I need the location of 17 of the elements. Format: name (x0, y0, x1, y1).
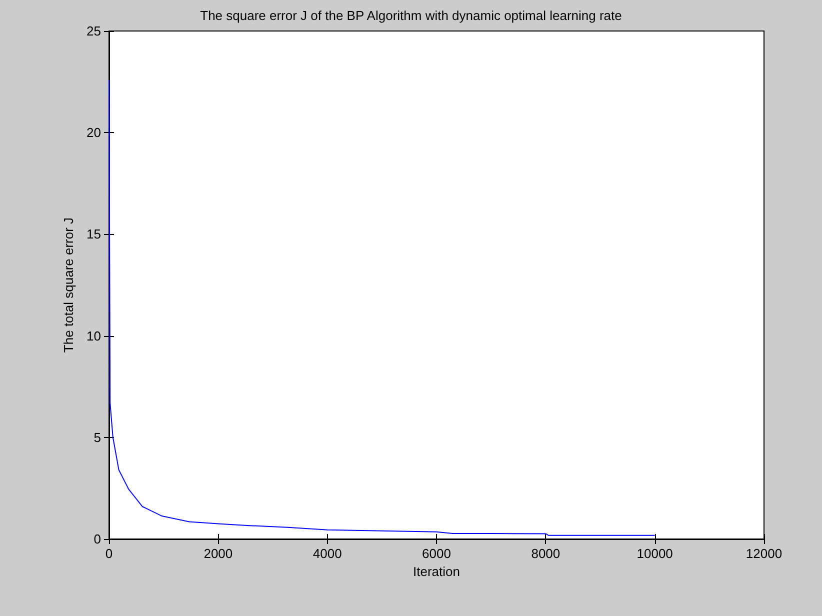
x-axis-title: Iteration (413, 564, 460, 579)
x-tick-label: 6000 (422, 546, 451, 561)
y-tick-label: 20 (86, 125, 101, 140)
x-tick-label: 10000 (636, 546, 673, 561)
x-tick-label: 2000 (204, 546, 233, 561)
x-tick-label: 4000 (312, 546, 342, 561)
x-tick-label: 0 (105, 546, 113, 561)
y-axis-title: The total square error J (61, 217, 76, 353)
y-tick-label: 15 (86, 226, 101, 242)
y-tick-label: 25 (86, 24, 101, 38)
chart-title: The square error J of the BP Algorithm with dynamic optimal learning rate (200, 8, 622, 23)
x-tick-label: 8000 (531, 546, 560, 561)
y-tick-label: 0 (94, 532, 101, 546)
x-tick-label: 12000 (746, 546, 782, 561)
line-series (108, 79, 656, 536)
y-tick-label: 10 (86, 328, 101, 344)
y-tick-label: 5 (94, 430, 101, 445)
